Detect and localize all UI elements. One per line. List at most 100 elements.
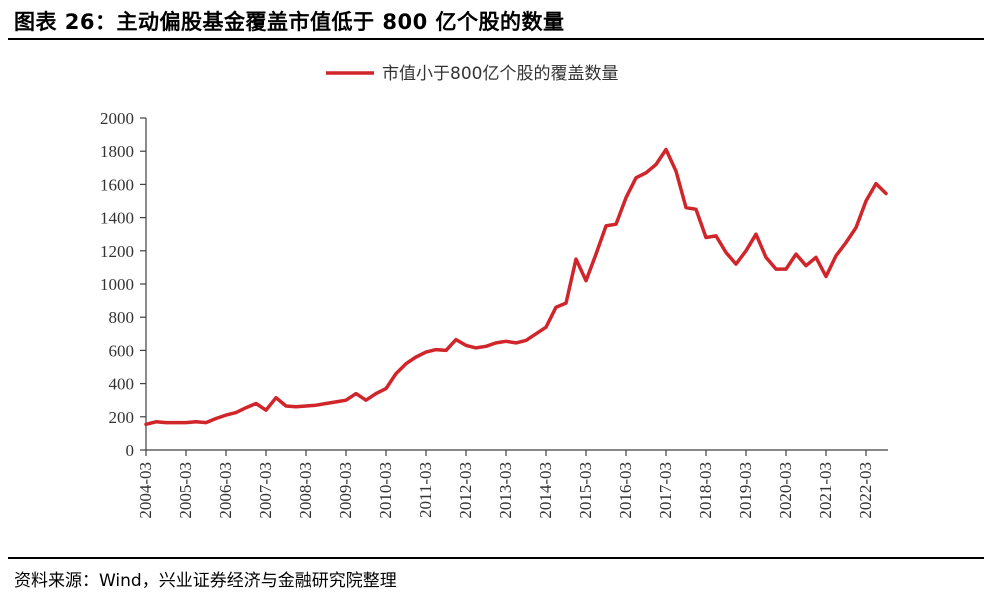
- x-tick-label: 2011-03: [416, 462, 435, 518]
- data-point: [864, 199, 867, 202]
- y-tick-label: 1800: [100, 142, 134, 161]
- data-point: [584, 279, 587, 282]
- y-tick-label: 0: [126, 441, 135, 460]
- data-point: [764, 256, 767, 259]
- data-point: [284, 404, 287, 407]
- data-point: [824, 275, 827, 278]
- y-tick-label: 2000: [100, 109, 134, 128]
- x-tick-label: 2010-03: [376, 462, 395, 519]
- x-tick-label: 2008-03: [296, 462, 315, 519]
- data-point: [424, 350, 427, 353]
- data-point: [294, 405, 297, 408]
- data-point: [314, 404, 317, 407]
- y-tick-label: 1400: [100, 209, 134, 228]
- x-tick-label: 2018-03: [696, 462, 715, 519]
- data-point: [854, 226, 857, 229]
- x-tick-label: 2017-03: [656, 462, 675, 519]
- data-point: [594, 253, 597, 256]
- data-point: [494, 341, 497, 344]
- data-point: [344, 399, 347, 402]
- data-point: [204, 421, 207, 424]
- y-tick-label: 1000: [100, 275, 134, 294]
- data-point: [814, 256, 817, 259]
- data-point: [794, 253, 797, 256]
- series-line: [144, 147, 888, 427]
- data-point: [504, 340, 507, 343]
- data-point: [244, 406, 247, 409]
- y-tick-label: 1200: [100, 242, 134, 261]
- data-point: [564, 301, 567, 304]
- data-point: [714, 234, 717, 237]
- data-point: [434, 348, 437, 351]
- x-tick-label: 2019-03: [736, 462, 755, 519]
- data-point: [744, 249, 747, 252]
- data-point: [724, 251, 727, 254]
- data-point: [674, 170, 677, 173]
- data-point: [574, 258, 577, 261]
- data-point: [804, 264, 807, 267]
- y-tick-label: 400: [109, 375, 135, 394]
- data-point: [264, 409, 267, 412]
- y-tick-label: 600: [109, 341, 135, 360]
- x-tick-label: 2004-03: [136, 462, 155, 519]
- data-point: [324, 402, 327, 405]
- data-point: [604, 224, 607, 227]
- x-tick-label: 2005-03: [176, 462, 195, 519]
- title-underline: [8, 38, 984, 40]
- y-tick-label: 200: [109, 408, 135, 427]
- data-point: [184, 421, 187, 424]
- data-point: [614, 223, 617, 226]
- line-chart: 市值小于800亿个股的覆盖数量 0 200 400 600 800 1000 1200 140…: [100, 64, 888, 519]
- data-point: [444, 349, 447, 352]
- x-tick-label: 2014-03: [536, 462, 555, 519]
- x-axis: 2004-03 2005-03 2006-03 2007-03 2008-03 2009-…: [136, 449, 888, 519]
- data-point: [774, 267, 777, 270]
- x-tick-label: 2013-03: [496, 462, 515, 519]
- y-tick-label: 800: [109, 308, 135, 327]
- data-point: [514, 341, 517, 344]
- data-point: [364, 399, 367, 402]
- data-point: [154, 420, 157, 423]
- data-point: [394, 372, 397, 375]
- data-point: [634, 176, 637, 179]
- x-tick-label: 2006-03: [216, 462, 235, 519]
- data-point: [474, 346, 477, 349]
- data-point: [784, 267, 787, 270]
- data-point: [374, 392, 377, 395]
- x-tick-label: 2016-03: [616, 462, 635, 519]
- data-point: [454, 338, 457, 341]
- x-tick-label: 2022-03: [856, 462, 875, 519]
- source-note: 资料来源：Wind，兴业证券经济与金融研究院整理: [14, 571, 397, 591]
- data-point: [664, 148, 667, 151]
- x-tick-label: 2009-03: [336, 462, 355, 519]
- legend-label: 市值小于800亿个股的覆盖数量: [382, 64, 618, 84]
- data-point: [234, 411, 237, 414]
- data-point: [694, 208, 697, 211]
- data-point: [544, 326, 547, 329]
- series-points: [144, 148, 887, 426]
- data-point: [414, 355, 417, 358]
- y-axis: 0 200 400 600 800 1000 1200 1400 1600 1800 2000: [100, 109, 147, 460]
- data-point: [384, 387, 387, 390]
- data-point: [884, 192, 887, 195]
- data-point: [484, 345, 487, 348]
- data-point: [524, 339, 527, 342]
- data-point: [144, 423, 147, 426]
- x-tick-label: 2015-03: [576, 462, 595, 519]
- data-point: [224, 414, 227, 417]
- data-point: [834, 254, 837, 257]
- data-point: [874, 182, 877, 185]
- data-point: [554, 306, 557, 309]
- x-tick-label: 2007-03: [256, 462, 275, 519]
- x-tick-label: 2012-03: [456, 462, 475, 519]
- data-point: [164, 421, 167, 424]
- data-point: [644, 171, 647, 174]
- data-point: [844, 241, 847, 244]
- data-point: [214, 417, 217, 420]
- x-tick-label: 2020-03: [776, 462, 795, 519]
- data-point: [534, 332, 537, 335]
- data-point: [174, 421, 177, 424]
- data-point: [684, 206, 687, 209]
- data-point: [734, 262, 737, 265]
- data-point: [624, 196, 627, 199]
